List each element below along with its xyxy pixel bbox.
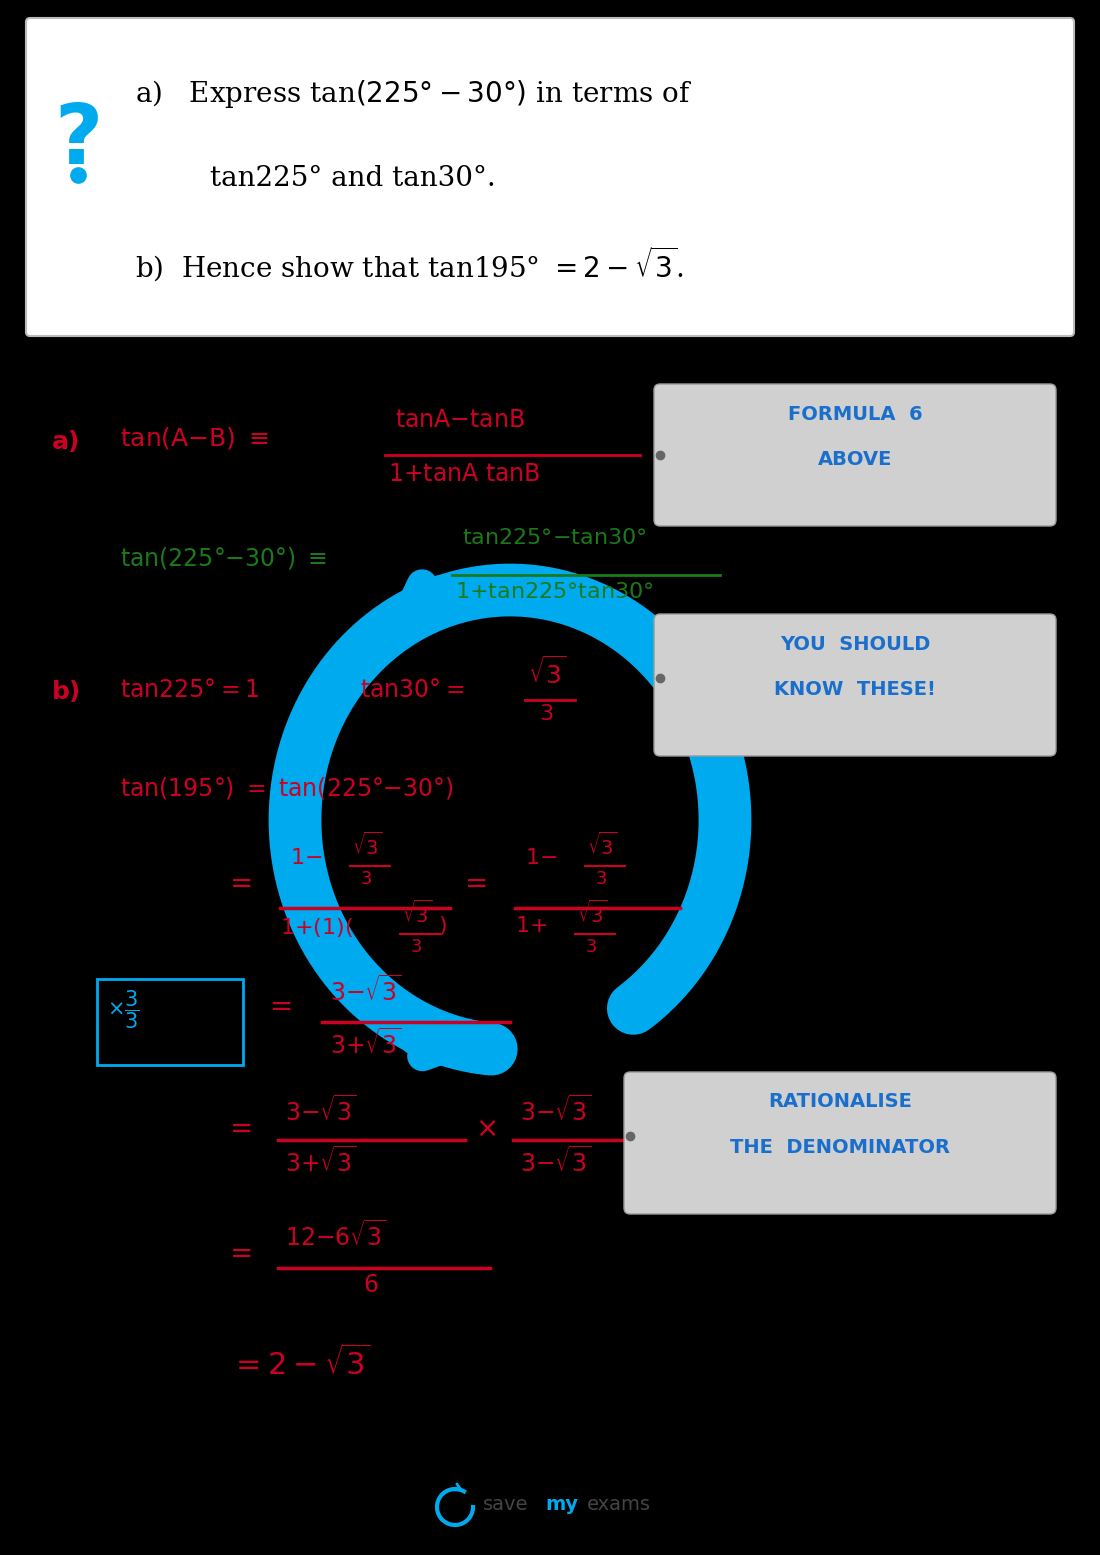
Text: 3: 3 [586,938,597,956]
Text: tan(195°) $=$ tan(225°$-$30°): tan(195°) $=$ tan(225°$-$30°) [120,774,453,801]
Text: tan30°$=$: tan30°$=$ [360,678,464,701]
Text: $\sqrt{3}$: $\sqrt{3}$ [587,832,618,860]
Text: =: = [230,869,253,897]
Text: =: = [230,1239,253,1267]
Text: $\sqrt{3}$: $\sqrt{3}$ [528,656,566,689]
Text: $\sqrt{3}$: $\sqrt{3}$ [578,900,608,927]
Text: $\sqrt{3}$: $\sqrt{3}$ [352,832,383,860]
Text: 1$-$: 1$-$ [290,847,322,868]
Text: =: = [465,869,488,897]
Text: RATIONALISE: RATIONALISE [768,1092,912,1110]
Text: 12$-6\sqrt{3}$: 12$-6\sqrt{3}$ [285,1221,386,1250]
Text: $= 2-\sqrt{3}$: $= 2-\sqrt{3}$ [230,1345,371,1381]
Text: KNOW  THESE!: KNOW THESE! [774,680,936,700]
Text: 3: 3 [539,704,553,725]
Text: FORMULA  6: FORMULA 6 [788,404,922,425]
Text: ): ) [438,916,447,936]
FancyBboxPatch shape [654,384,1056,526]
Text: ABOVE: ABOVE [817,449,892,470]
Text: 1$+$tanA tanB: 1$+$tanA tanB [388,462,540,487]
Text: 1$+$: 1$+$ [515,916,548,936]
Text: tan225°$-$tan30°: tan225°$-$tan30° [462,529,647,547]
Text: 1$+$tan225°tan30°: 1$+$tan225°tan30° [455,582,653,602]
Text: 3: 3 [411,938,422,956]
Text: tan(225°$-$30°) $\equiv$: tan(225°$-$30°) $\equiv$ [120,544,327,571]
Text: tanA$-$tanB: tanA$-$tanB [395,407,525,432]
Text: a)   Express tan$\left(225°-30°\right)$ in terms of: a) Express tan$\left(225°-30°\right)$ in… [135,78,692,110]
Text: b)  Hence show that tan195° $= 2-\sqrt{3}$.: b) Hence show that tan195° $= 2-\sqrt{3}… [135,246,684,285]
Text: tan(A$-$B) $\equiv$: tan(A$-$B) $\equiv$ [120,425,268,451]
Text: YOU  SHOULD: YOU SHOULD [780,634,931,655]
Text: 3$+\sqrt{3}$: 3$+\sqrt{3}$ [330,1028,402,1059]
Text: 1$-$: 1$-$ [525,847,558,868]
Text: a): a) [52,431,80,454]
FancyBboxPatch shape [26,19,1074,336]
Text: save: save [483,1494,528,1515]
Text: THE  DENOMINATOR: THE DENOMINATOR [730,1138,950,1157]
Text: $\sqrt{3}$: $\sqrt{3}$ [402,900,432,927]
Text: tan225°$=$1: tan225°$=$1 [120,678,260,701]
Text: 3$-\sqrt{3}$: 3$-\sqrt{3}$ [520,1146,592,1177]
Text: 3: 3 [361,869,373,888]
Text: my: my [544,1494,578,1515]
Text: 3: 3 [596,869,607,888]
Text: b): b) [52,680,81,704]
Text: $\times\dfrac{3}{3}$: $\times\dfrac{3}{3}$ [107,987,140,1031]
Text: ?: ? [54,100,102,180]
Text: tan225° and tan30°.: tan225° and tan30°. [210,165,496,191]
Text: 1$+$(1)(: 1$+$(1)( [280,916,353,939]
FancyBboxPatch shape [624,1071,1056,1214]
Text: $\times$: $\times$ [475,1115,496,1143]
Text: 6: 6 [363,1274,378,1297]
Text: 3$-\sqrt{3}$: 3$-\sqrt{3}$ [520,1095,592,1126]
Text: exams: exams [587,1494,651,1515]
FancyBboxPatch shape [654,614,1056,756]
Text: 3$-\sqrt{3}$: 3$-\sqrt{3}$ [285,1095,356,1126]
Text: =: = [270,994,294,1022]
Text: 3$-\sqrt{3}$: 3$-\sqrt{3}$ [330,975,402,1006]
Text: =: = [230,1115,253,1143]
Text: 3$+\sqrt{3}$: 3$+\sqrt{3}$ [285,1146,356,1177]
